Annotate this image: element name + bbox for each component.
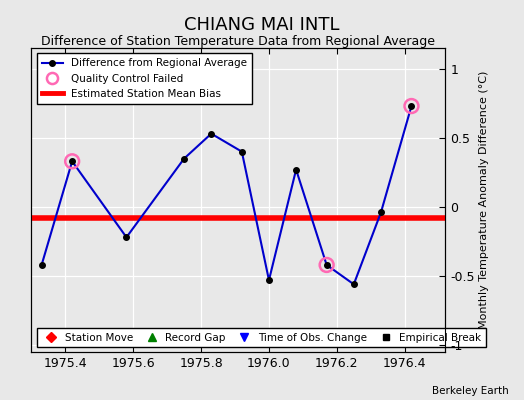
- Y-axis label: Monthly Temperature Anomaly Difference (°C): Monthly Temperature Anomaly Difference (…: [479, 71, 489, 329]
- Legend: Station Move, Record Gap, Time of Obs. Change, Empirical Break: Station Move, Record Gap, Time of Obs. C…: [37, 328, 486, 347]
- Point: [407, 103, 416, 109]
- Title: Difference of Station Temperature Data from Regional Average: Difference of Station Temperature Data f…: [41, 35, 435, 48]
- Point: [68, 158, 77, 164]
- Point: [322, 262, 331, 268]
- Text: CHIANG MAI INTL: CHIANG MAI INTL: [184, 16, 340, 34]
- Text: Berkeley Earth: Berkeley Earth: [432, 386, 508, 396]
